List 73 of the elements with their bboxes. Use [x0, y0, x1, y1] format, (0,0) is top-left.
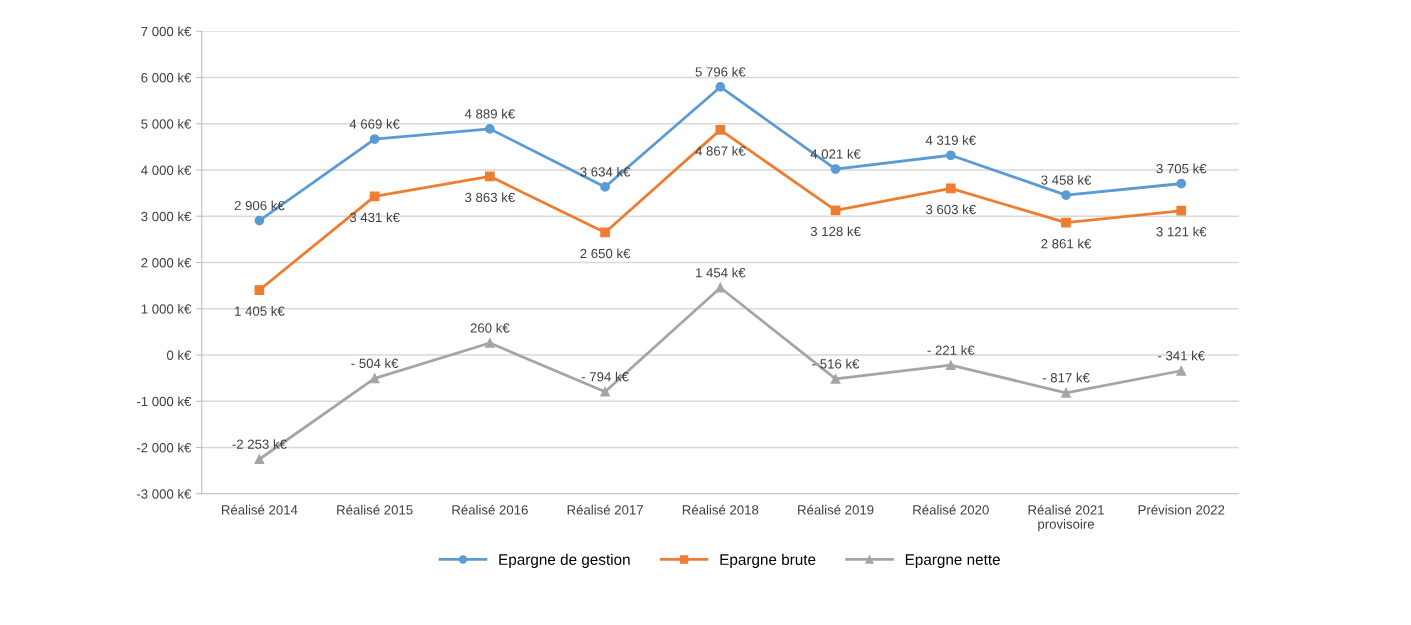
data-label: 3 121 k€: [1156, 226, 1207, 237]
point: [945, 360, 956, 371]
data-label: - 341 k€: [1157, 350, 1205, 361]
y-tick-label: 3 000 k€: [141, 211, 192, 222]
x-tick-label: Réalisé 2016: [452, 504, 528, 515]
x-tick-label: Réalisé 2021 provisoire: [1028, 504, 1104, 532]
data-label: 2 650 k€: [580, 248, 631, 259]
data-label: 1 405 k€: [235, 306, 285, 316]
point: [369, 134, 380, 144]
point: [1176, 365, 1187, 376]
y-tick-label: 2 000 k€: [141, 257, 192, 268]
point: [1176, 205, 1187, 216]
data-label: - 504 k€: [351, 358, 399, 368]
x-tick-label: Réalisé 2014: [221, 504, 298, 515]
point: [254, 454, 265, 465]
data-label: 5 796 k€: [695, 66, 746, 77]
point: [484, 124, 495, 134]
x-tick-label: Réalisé 2018: [682, 504, 759, 515]
point: [1061, 387, 1071, 398]
data-label: 3 431 k€: [349, 212, 400, 223]
data-label: 260 k€: [470, 322, 510, 333]
point: [1061, 190, 1071, 200]
data-label: 2 861 k€: [1041, 238, 1092, 249]
y-tick-label: 5 000 k€: [141, 118, 192, 129]
point: [715, 125, 726, 135]
x-tick-label: Réalisé 2019: [798, 504, 874, 515]
data-label: 4 319 k€: [925, 135, 976, 145]
data-label: 3 128 k€: [810, 226, 861, 237]
data-label: 1 454 k€: [696, 267, 746, 278]
x-tick-label: Réalisé 2015: [337, 504, 413, 515]
y-tick-label: 0 k€: [166, 350, 192, 360]
x-tick-label: Réalisé 2020: [913, 504, 989, 515]
point: [1061, 217, 1071, 228]
data-label: 3 603 k€: [925, 204, 976, 215]
point: [715, 82, 726, 92]
legend-label: Epargne brute: [720, 553, 816, 568]
y-tick-label: 4 000 k€: [141, 165, 192, 175]
point: [484, 171, 495, 182]
point: [1176, 178, 1187, 189]
data-label: - 794 k€: [581, 371, 629, 382]
point: [830, 164, 841, 174]
data-label: - 817 k€: [1042, 372, 1090, 383]
point: [945, 183, 956, 194]
data-label: 3 458 k€: [1041, 175, 1092, 185]
point: [600, 227, 610, 238]
x-tick-label: Prévision 2022: [1138, 504, 1225, 515]
point: [600, 182, 610, 192]
data-label: 3 705 k€: [1156, 163, 1207, 174]
legend-label: Epargne de gestion: [499, 553, 630, 568]
y-tick-label: 7 000 k€: [141, 26, 192, 37]
point: [715, 282, 726, 293]
point: [254, 285, 265, 295]
data-label: -2 253 k€: [232, 439, 287, 449]
y-tick-label: 1 000 k€: [141, 303, 192, 314]
point: [369, 373, 380, 384]
point: [830, 205, 841, 216]
data-label: 3 863 k€: [465, 192, 515, 203]
point: [484, 338, 495, 348]
point: [369, 191, 380, 202]
legend-label: Epargne nette: [905, 554, 1000, 568]
y-tick-label: 6 000 k€: [141, 72, 192, 83]
y-tick-label: -2 000 k€: [136, 442, 192, 453]
point: [830, 374, 841, 384]
data-label: - 221 k€: [927, 345, 975, 355]
data-label: 4 889 k€: [464, 108, 515, 119]
point: [600, 386, 610, 397]
data-label: 4 669 k€: [349, 119, 400, 129]
point: [254, 215, 265, 226]
y-tick-label: -3 000 k€: [136, 488, 192, 499]
y-tick-label: -1 000 k€: [136, 396, 192, 407]
data-label: - 516 k€: [812, 358, 860, 369]
point: [945, 150, 956, 161]
x-tick-label: Réalisé 2017: [567, 504, 643, 515]
